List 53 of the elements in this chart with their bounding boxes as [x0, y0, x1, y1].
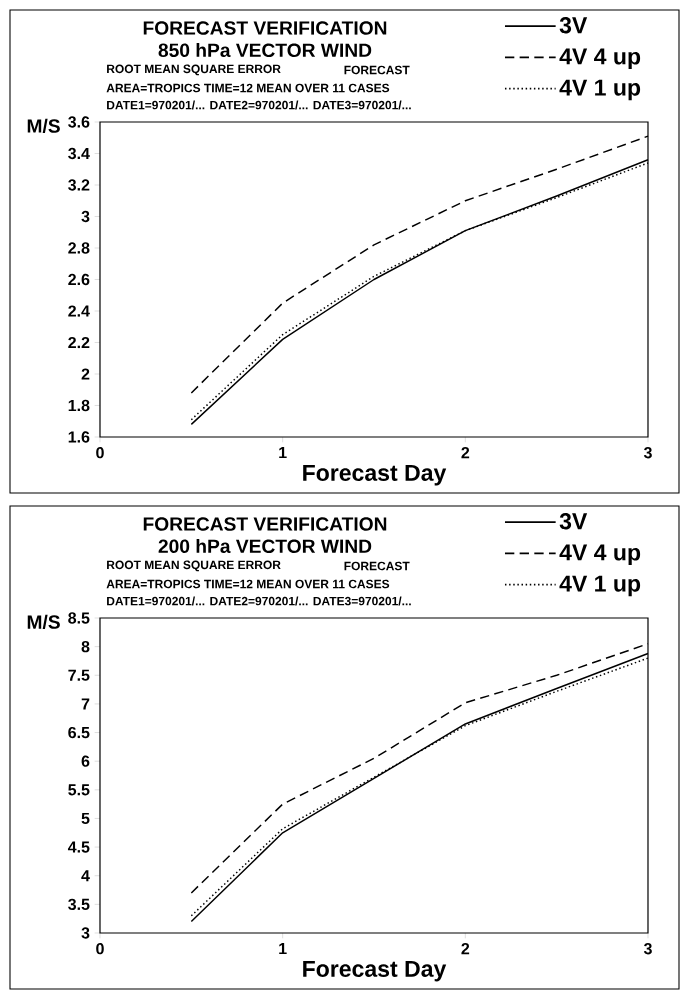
text: ROOT MEAN SQUARE ERROR: [107, 64, 281, 76]
y-tick-label: 7: [81, 698, 90, 710]
y-tick-label: 3: [81, 927, 90, 939]
chart-subtitle: 200 hPa VECTOR WIND: [158, 538, 372, 554]
y-tick-label: 3.4: [68, 147, 90, 160]
x-tick-label: 1: [279, 943, 287, 955]
y-tick-label: 7.5: [68, 669, 90, 681]
y-axis-title: M/S: [27, 614, 60, 629]
y-tick-label: 1.6: [68, 431, 90, 443]
y-tick-label: 6.5: [68, 726, 90, 739]
y-tick-label: 4.5: [67, 841, 90, 853]
y-tick-label: 2.6: [68, 273, 90, 286]
y-tick-label: 5: [81, 812, 90, 825]
legend-label: 3V: [559, 17, 588, 34]
x-tick-label: 3: [643, 943, 652, 955]
text: FORECAST: [344, 561, 410, 571]
y-tick-label: 2.4: [68, 305, 90, 317]
text: ROOT MEAN SQUARE ERROR: [107, 560, 281, 572]
x-tick-label: 2: [461, 447, 470, 459]
y-tick-label: 6: [81, 755, 90, 767]
text: AREA=TROPICS TIME=12 MEAN OVER 11 CASES: [106, 83, 390, 93]
text: DATE1=970201/... DATE2=970201/... DATE3=970201/...: [107, 596, 411, 606]
legend-label: 4V 4 up: [559, 544, 641, 566]
x-axis-title: Forecast Day: [303, 960, 447, 982]
x-axis-title: Forecast Day: [303, 464, 447, 486]
legend-label: 4V 1 up: [559, 79, 641, 101]
y-tick-label: 3.2: [68, 179, 90, 191]
y-tick-label: 2: [81, 368, 90, 380]
chart-title: FORECAST VERIFICATION: [143, 517, 387, 531]
chart-title: FORECAST VERIFICATION: [143, 21, 387, 35]
x-tick-label: 3: [643, 447, 652, 459]
y-tick-label: 3.5: [68, 898, 90, 911]
text: DATE1=970201/... DATE2=970201/... DATE3=970201/...: [107, 100, 411, 110]
y-tick-label: 1.8: [68, 399, 90, 412]
y-tick-label: 3: [81, 210, 90, 223]
y-tick-label: 3.6: [68, 116, 90, 128]
legend-label: 4V 4 up: [559, 48, 641, 70]
legend-label: 3V: [559, 513, 588, 530]
y-tick-label: 8.5: [68, 612, 90, 624]
y-tick-label: 8: [81, 640, 90, 653]
x-tick-label: 1: [279, 447, 287, 459]
text: FORECAST: [344, 65, 410, 75]
x-tick-label: 2: [461, 943, 470, 955]
y-axis-title: M/S: [27, 118, 60, 133]
y-tick-label: 5.5: [68, 784, 90, 796]
x-tick-label: 0: [96, 943, 104, 955]
y-tick-label: 2.2: [68, 336, 90, 349]
text: AREA=TROPICS TIME=12 MEAN OVER 11 CASES: [106, 579, 390, 589]
y-tick-label: 2.8: [68, 242, 90, 254]
y-tick-label: 4: [81, 870, 90, 882]
chart-subtitle: 850 hPa VECTOR WIND: [158, 42, 372, 58]
x-tick-label: 0: [96, 447, 104, 459]
legend-label: 4V 1 up: [559, 575, 641, 597]
